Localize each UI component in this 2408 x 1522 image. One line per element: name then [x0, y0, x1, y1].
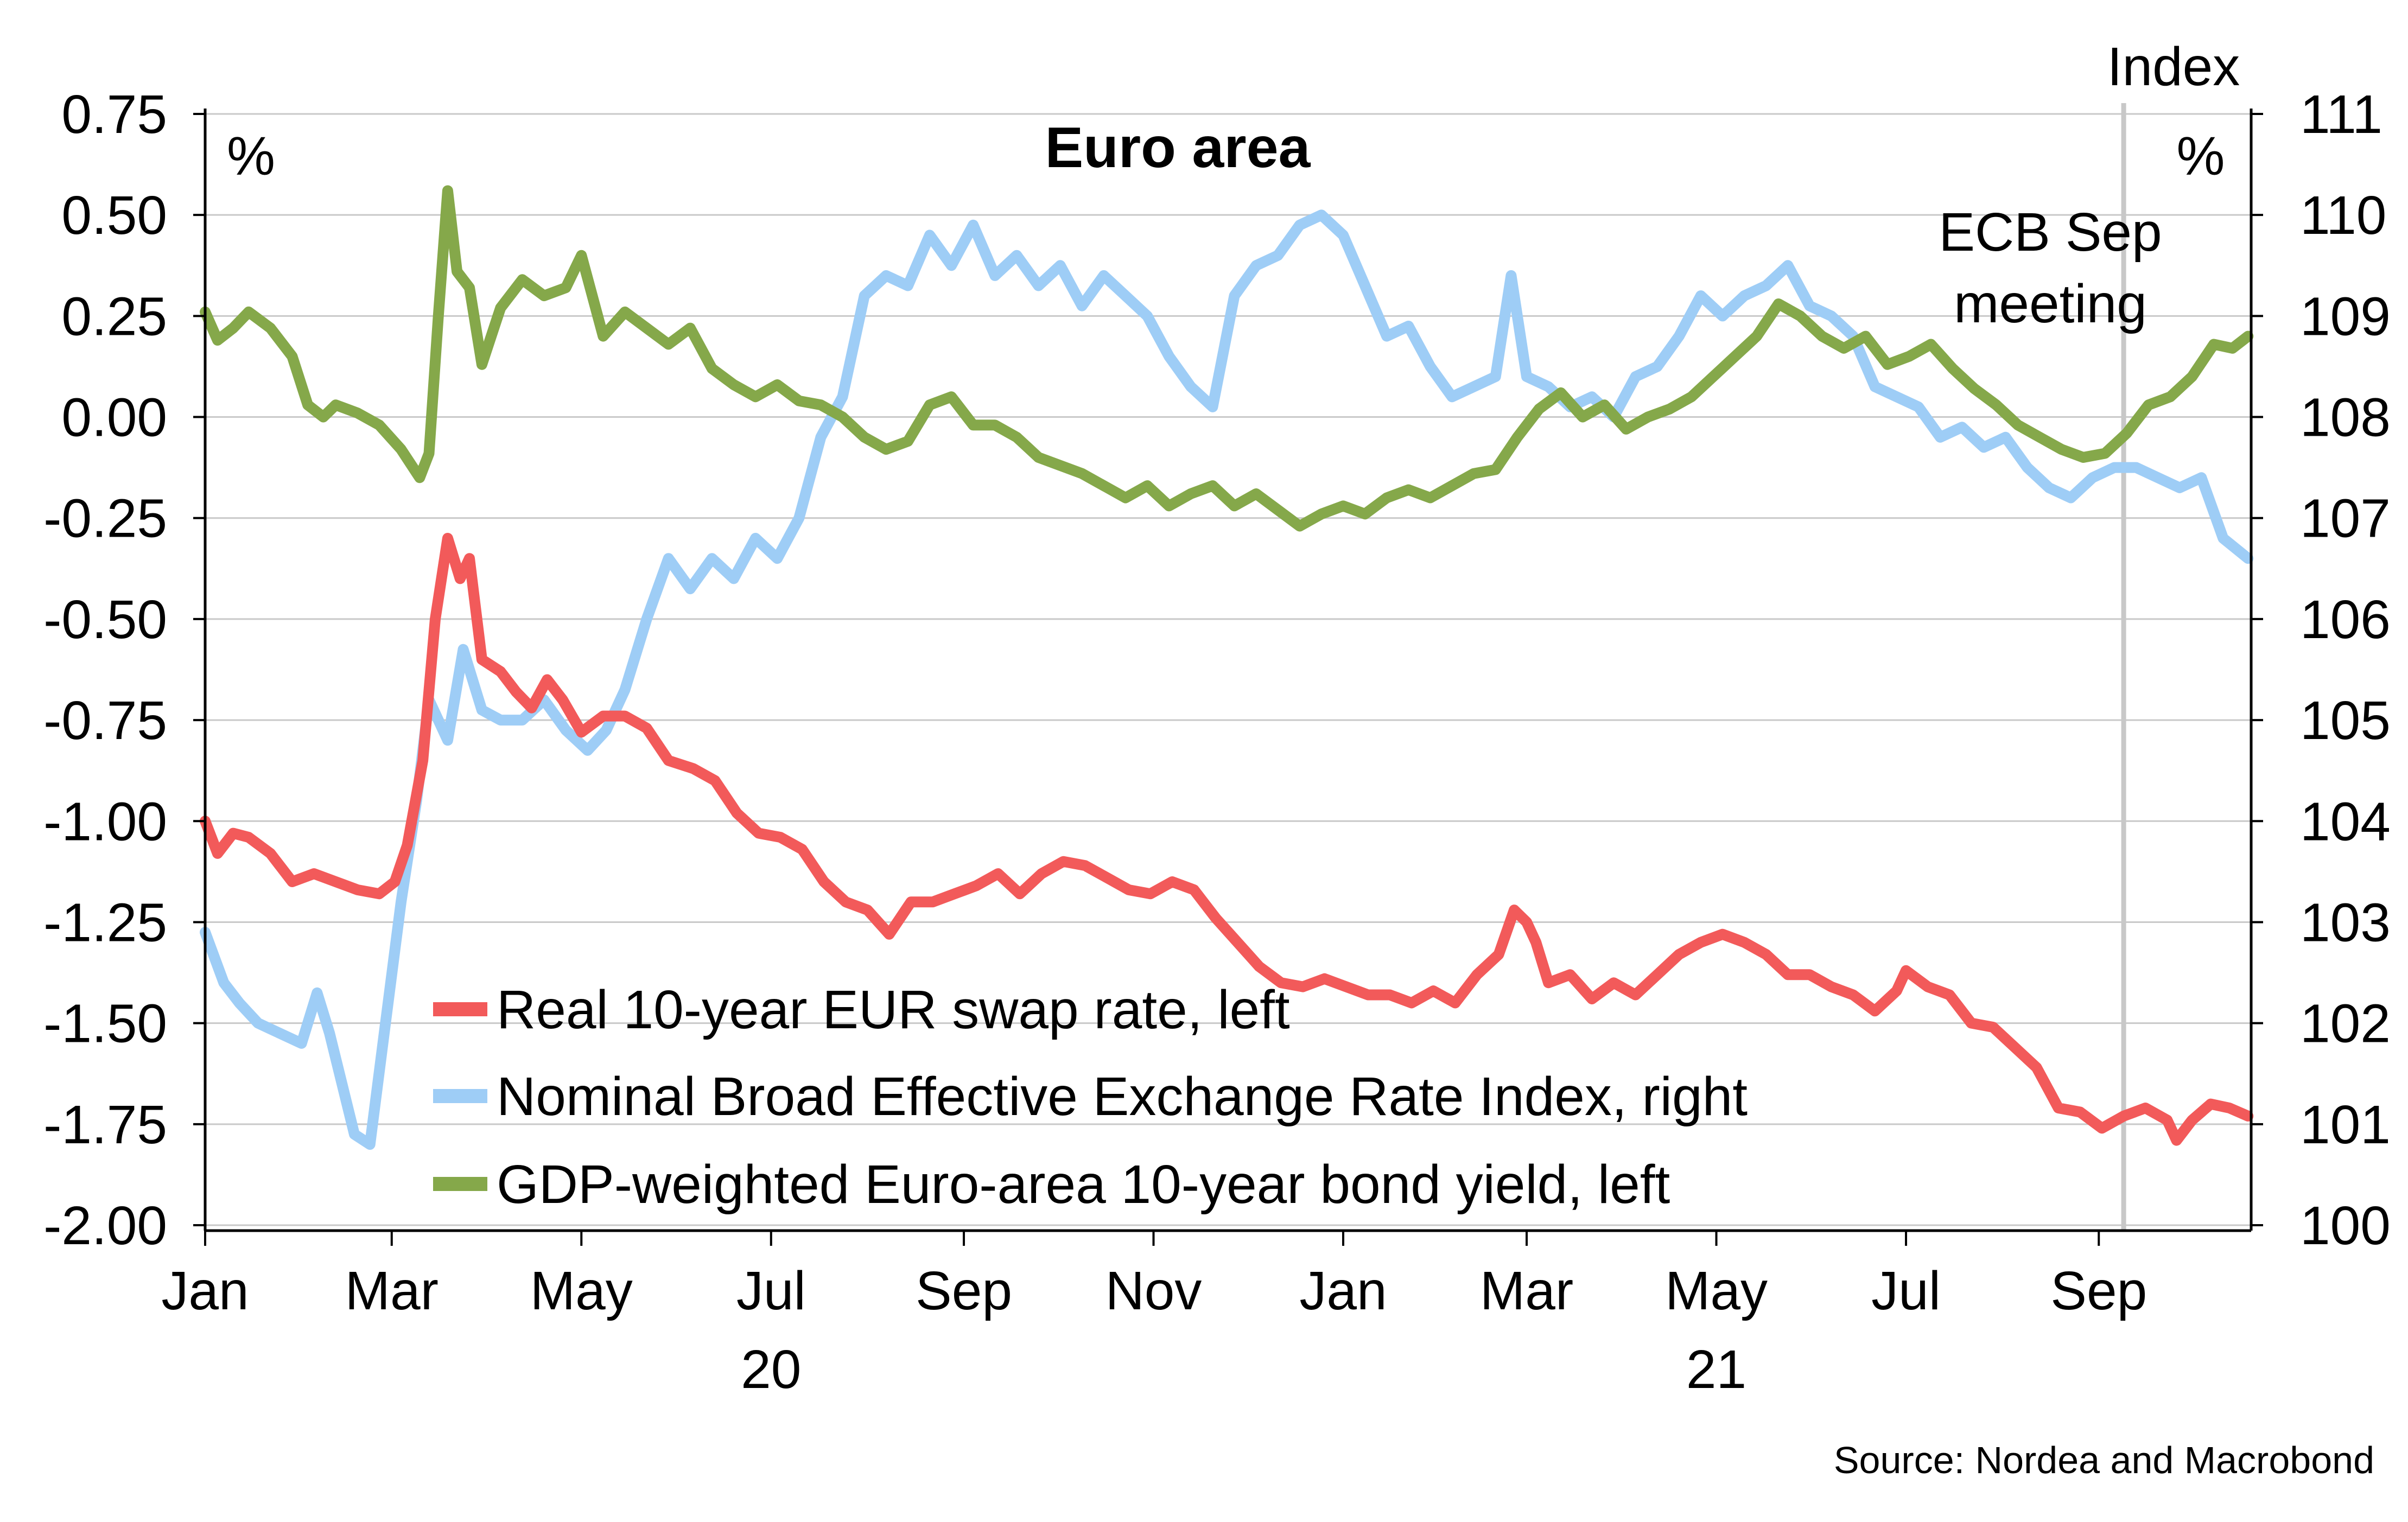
right-tick-label: 106	[2300, 589, 2391, 650]
left-tick-label: -0.75	[43, 690, 167, 751]
x-year-label: 21	[1686, 1339, 1746, 1400]
right-tick-label: 108	[2300, 387, 2391, 448]
x-tick-label: Jul	[736, 1260, 806, 1321]
right-tick-label: 109	[2300, 286, 2391, 347]
left-tick-label: 0.00	[61, 387, 167, 448]
left-unit-label: %	[227, 126, 275, 187]
left-tick-label: -1.50	[43, 994, 167, 1054]
legend-label-exchange-rate: Nominal Broad Effective Exchange Rate In…	[497, 1066, 1748, 1127]
right-axis-title: Index	[2107, 36, 2240, 97]
x-tick-label: Jan	[161, 1260, 249, 1321]
x-tick-label: May	[530, 1260, 633, 1321]
right-tick-label: 110	[2300, 185, 2386, 246]
right-tick-label: 105	[2300, 690, 2391, 751]
x-tick-label: Sep	[2050, 1260, 2147, 1321]
series-lines	[200, 185, 2254, 1150]
right-tick-label: 103	[2300, 892, 2391, 953]
annotation-line-2: meeting	[1954, 273, 2147, 334]
source-note: Source: Nordea and Macrobond	[1834, 1439, 2374, 1481]
left-tick-label: -1.75	[43, 1094, 167, 1155]
left-tick-label: -0.25	[43, 488, 167, 549]
right-tick-label: 101	[2300, 1094, 2391, 1155]
legend: Real 10-year EUR swap rate, left Nominal…	[433, 979, 1748, 1215]
left-tick-label: -0.50	[43, 589, 167, 650]
axes	[193, 109, 2263, 1246]
left-tick-label: -1.00	[43, 791, 167, 852]
left-tick-label: 0.75	[61, 84, 167, 145]
annotation-line-1: ECB Sep	[1939, 202, 2162, 263]
left-tick-label: -1.25	[43, 892, 167, 953]
x-tick-label: Sep	[916, 1260, 1012, 1321]
gridlines	[205, 113, 2251, 1226]
series-line-real-swap	[200, 533, 2254, 1146]
left-tick-label: -2.00	[43, 1195, 167, 1256]
left-tick-label: 0.25	[61, 286, 167, 347]
x-tick-label: Jan	[1299, 1260, 1387, 1321]
chart-title: Euro area	[1045, 116, 1311, 180]
right-tick-label: 104	[2300, 791, 2391, 852]
x-year-label: 20	[741, 1339, 801, 1400]
x-tick-label: Nov	[1105, 1260, 1202, 1321]
axis-labels: 0.75 0.50 0.25 0.00 -0.25 -0.50 -0.75 -1.00 -1.2…	[43, 84, 2391, 1400]
legend-label-real-swap: Real 10-year EUR swap rate, left	[497, 979, 1290, 1040]
right-tick-label: 107	[2300, 488, 2391, 549]
series-line-exchange-rate	[200, 209, 2254, 1150]
right-tick-label: 102	[2300, 994, 2391, 1054]
right-tick-label: 100	[2300, 1195, 2391, 1256]
x-tick-label: Mar	[345, 1260, 439, 1321]
left-tick-label: 0.50	[61, 185, 167, 246]
x-tick-label: Mar	[1480, 1260, 1573, 1321]
right-unit-label: %	[2177, 126, 2225, 187]
legend-label-bond-yield: GDP-weighted Euro-area 10-year bond yiel…	[497, 1154, 1670, 1215]
series-line-bond-yield	[200, 185, 2254, 532]
right-tick-label: 111	[2300, 84, 2382, 145]
x-tick-label: May	[1665, 1260, 1768, 1321]
x-tick-label: Jul	[1871, 1260, 1941, 1321]
